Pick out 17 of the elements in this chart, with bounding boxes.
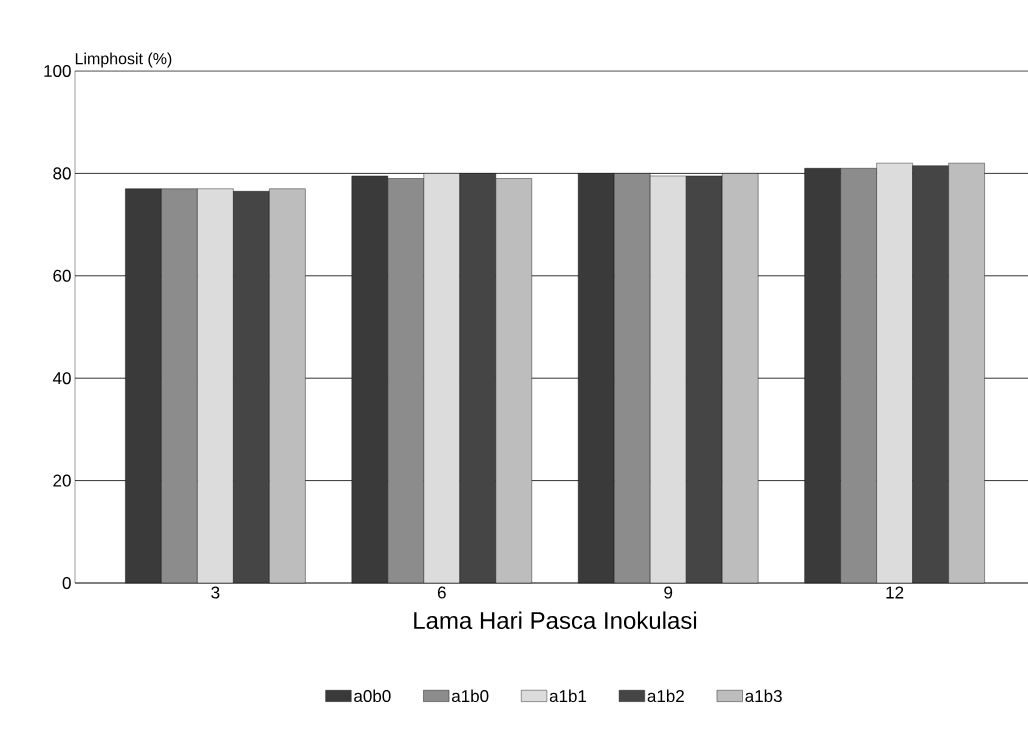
y-tick-label: 100: [44, 64, 71, 78]
y-tick-label: 60: [53, 269, 71, 282]
legend-label: a1b2: [647, 689, 684, 703]
y-tick-label: 80: [53, 167, 71, 180]
y-tick-label: 40: [52, 372, 71, 385]
x-axis-title: Lama Hari Pasca Inokulasi: [414, 611, 697, 630]
x-tick-label: 3: [211, 586, 220, 599]
legend-label: a1b3: [745, 689, 782, 703]
legend-label: a1b0: [451, 689, 489, 703]
y-tick-label: 20: [53, 474, 71, 487]
x-tick-label: 9: [664, 586, 673, 599]
legend-label: a0b0: [354, 689, 391, 703]
y-axis-title: Limphosit (%): [75, 52, 172, 68]
x-tick-label: 12: [886, 586, 904, 599]
y-tick-label: 0: [62, 576, 71, 590]
x-tick-label: 6: [437, 586, 446, 599]
legend-label: a1b1: [549, 689, 587, 703]
